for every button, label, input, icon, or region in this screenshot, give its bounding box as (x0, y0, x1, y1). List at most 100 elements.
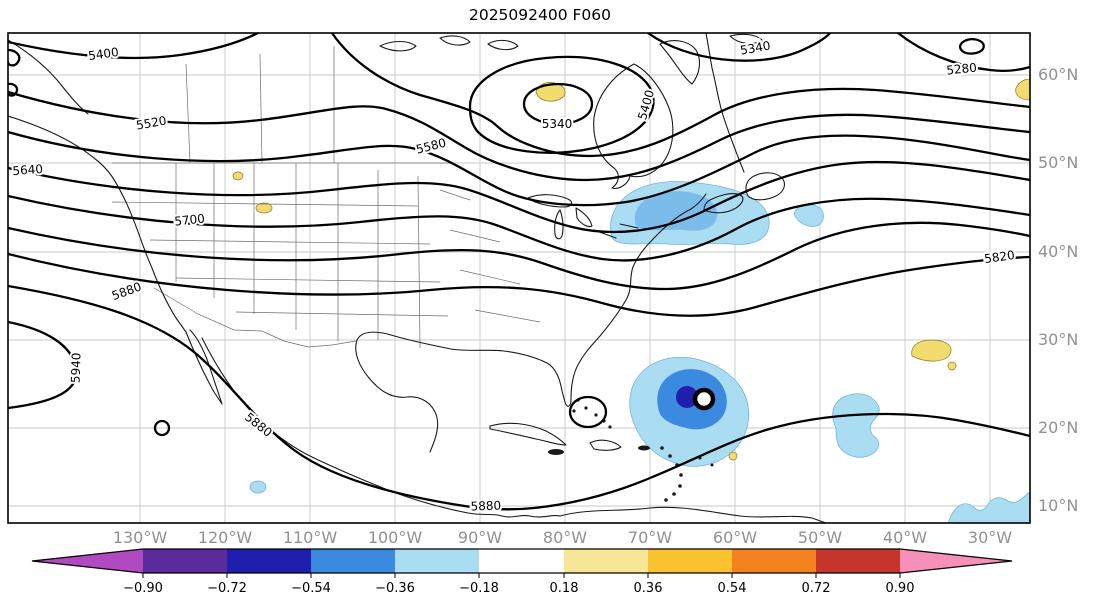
colorbar-extend-left (32, 549, 143, 573)
colorbar: −0.90 −0.72 −0.54 −0.36 −0.18 0.18 0.36 … (31, 548, 1013, 596)
anomaly-subtropical-positive (911, 339, 952, 362)
colorbar-tick-label: 0.54 (718, 581, 747, 596)
state-borders (111, 46, 541, 349)
contour-label: 5280 (946, 60, 978, 77)
x-tick-label: 120°W (198, 528, 253, 547)
contour-5640 (8, 160, 1030, 234)
coastline-gulf-eastcoast (355, 193, 707, 453)
x-tick-label: 130°W (113, 528, 168, 547)
anomaly-small-blue (249, 480, 267, 494)
colorbar-ticks (142, 573, 901, 578)
y-tick-label: 30°N (1038, 330, 1078, 349)
state-border-segment (175, 277, 441, 283)
contour-label: 5700 (174, 211, 206, 228)
province-border-segment (185, 46, 335, 164)
y-tick-label: 20°N (1038, 418, 1078, 437)
contour-5820 (8, 252, 1030, 317)
anomaly-northeast-side (793, 204, 824, 227)
x-tick-label: 70°W (628, 528, 672, 547)
coastline-cuba (489, 422, 567, 446)
colorbar-segment (395, 549, 479, 573)
coastline-newfoundland (745, 172, 785, 201)
coastline-baja (185, 329, 223, 405)
contour-label: 5640 (12, 162, 43, 178)
colorbar-segment (648, 549, 732, 573)
arctic-islands (379, 33, 763, 85)
contour-5400 (8, 33, 260, 60)
contour-label: 5400 (87, 45, 119, 63)
anomaly-northeast-inner (634, 191, 718, 231)
anomaly-central-atlantic (832, 393, 880, 458)
contour-label: 5880 (242, 410, 275, 440)
tropical-cyclone-marker (692, 387, 716, 411)
x-axis-labels: 130°W 120°W 110°W 100°W 90°W 80°W 70°W 6… (113, 528, 1012, 547)
contour-5460 (330, 33, 1030, 158)
contour-5280-closed (958, 38, 985, 55)
anomaly-positive-dot (728, 451, 738, 461)
x-tick-label: 50°W (798, 528, 842, 547)
colorbar-tick-label: −0.18 (459, 581, 499, 596)
x-tick-label: 40°W (883, 528, 927, 547)
colorbar-tick-label: 0.90 (886, 581, 915, 596)
island-puerto-rico (638, 445, 650, 451)
y-axis-labels: 60°N 50°N 40°N 30°N 20°N 10°N (1038, 65, 1078, 515)
x-tick-label: 30°W (968, 528, 1012, 547)
y-tick-label: 60°N (1038, 65, 1078, 84)
anomaly-tc-core (676, 386, 698, 408)
shaded-anomalies (232, 78, 1030, 523)
contour-label: 5940 (68, 352, 83, 383)
map-frame (7, 32, 1031, 524)
contour-label: 5340 (542, 117, 573, 131)
colorbar-tick-label: −0.90 (123, 581, 163, 596)
contour-5760 (8, 221, 1030, 291)
state-border-segment (111, 201, 419, 207)
contour-5340-low (522, 82, 594, 126)
colorbar-segment (311, 549, 395, 573)
contour-5280 (896, 33, 1030, 72)
contour-5520 (8, 90, 1030, 182)
coastline-alaska (8, 39, 89, 115)
coastline-labrador (705, 33, 745, 173)
contour-label: 5820 (983, 248, 1015, 266)
colorbar-segment (564, 549, 648, 573)
colorbar-segment (479, 549, 564, 573)
state-border-segment (417, 175, 421, 349)
anomaly-hudson-positive (535, 82, 566, 102)
anomaly-positive-dot (232, 171, 244, 181)
x-tick-label: 90°W (458, 528, 502, 547)
x-tick-label: 100°W (368, 528, 423, 547)
contour-5700 (8, 194, 1030, 262)
colorbar-labels: −0.90 −0.72 −0.54 −0.36 −0.18 0.18 0.36 … (123, 581, 914, 596)
contour-label: 5340 (739, 39, 772, 58)
chart-title: 2025092400 F060 (469, 6, 611, 24)
contour-5340 (646, 33, 832, 62)
height-contours (8, 33, 1030, 511)
y-tick-label: 40°N (1038, 242, 1078, 261)
colorbar-segment (143, 549, 227, 573)
contour-5880 (8, 284, 1030, 511)
y-tick-label: 50°N (1038, 153, 1078, 172)
coastline-hudson-bay (593, 63, 674, 189)
contour-closed-tiny (153, 419, 171, 437)
island-jamaica (548, 449, 564, 455)
us-mexico-border (153, 287, 357, 348)
state-border-segment (235, 311, 449, 317)
x-tick-label: 110°W (283, 528, 338, 547)
coastline-hispaniola (589, 439, 622, 451)
coastline-south-america (559, 506, 827, 523)
coastline-west (8, 115, 187, 333)
colorbar-tick-label: 0.36 (634, 581, 663, 596)
contour-5580 (8, 130, 1030, 207)
contour-5400-ring (468, 55, 655, 154)
x-tick-label: 80°W (543, 528, 587, 547)
state-border-segment (149, 239, 431, 245)
anomaly-southeast-corner (947, 491, 1030, 523)
map-area: 5400 5340 5280 5520 5580 5340 5400 5640 … (8, 33, 1030, 523)
anomaly-positive-dot (947, 361, 957, 371)
state-border-segment (439, 189, 541, 323)
contour-label: 5880 (470, 498, 501, 513)
colorbar-tick-label: −0.36 (375, 581, 415, 596)
colorbar-tick-label: −0.54 (291, 581, 331, 596)
colorbar-tick-label: 0.18 (550, 581, 579, 596)
